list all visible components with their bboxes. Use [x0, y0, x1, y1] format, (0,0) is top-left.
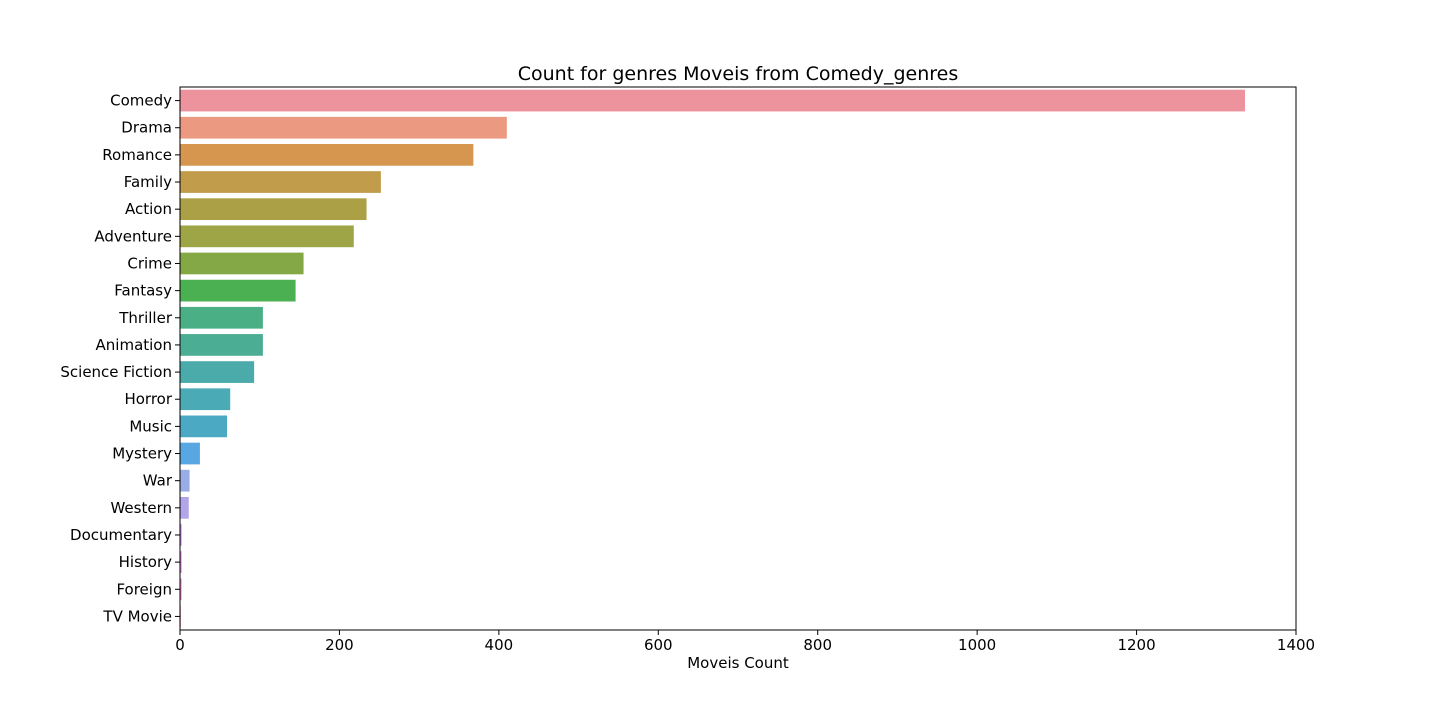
- bar-foreign: [180, 578, 182, 601]
- y-tick-label: Family: [124, 173, 172, 191]
- x-tick-label: 1200: [1117, 636, 1155, 654]
- y-tick-label: Drama: [121, 119, 172, 137]
- y-tick-label: Romance: [102, 146, 172, 164]
- bar-fantasy: [180, 279, 296, 302]
- y-tick-label: Animation: [96, 336, 172, 354]
- y-tick-label: Documentary: [70, 526, 172, 544]
- y-tick-label: Western: [110, 499, 172, 517]
- bar-history: [180, 551, 182, 573]
- bar-comedy: [180, 89, 1245, 112]
- y-tick-label: Horror: [124, 390, 172, 408]
- bar-documentary: [180, 524, 182, 546]
- y-tick-label: Action: [125, 200, 172, 218]
- x-tick-label: 600: [644, 636, 673, 654]
- bar-mystery: [180, 442, 200, 465]
- x-tick-label: 800: [803, 636, 832, 654]
- bar-animation: [180, 334, 263, 356]
- y-tick-label: War: [143, 472, 173, 490]
- bar-science-fiction: [180, 361, 255, 383]
- chart-title: Count for genres Moveis from Comedy_genr…: [518, 63, 959, 85]
- y-tick-label: Fantasy: [114, 282, 172, 300]
- plot-frame: [179, 86, 1297, 631]
- bar-romance: [180, 144, 474, 166]
- y-tick-label: History: [119, 553, 172, 571]
- bar-thriller: [180, 306, 263, 329]
- bar-music: [180, 415, 228, 438]
- bar-war: [180, 469, 190, 492]
- x-tick-label: 1000: [958, 636, 996, 654]
- bar-horror: [180, 388, 231, 411]
- y-tick-label: Music: [129, 417, 172, 435]
- bar-adventure: [180, 225, 354, 248]
- y-tick-label: Thriller: [118, 309, 173, 327]
- y-tick-label: Foreign: [116, 580, 172, 598]
- x-tick-label: 200: [325, 636, 354, 654]
- x-tick-label: 0: [175, 636, 185, 654]
- y-tick-label: TV Movie: [102, 607, 172, 625]
- bar-western: [180, 496, 189, 519]
- x-ticks: 0 200 400 600 800 1000 1200 1400: [175, 630, 1315, 654]
- x-tick-label: 400: [485, 636, 514, 654]
- y-tick-labels: Comedy Drama Romance Family Action Adventure C…: [60, 92, 180, 625]
- y-tick-label: Crime: [127, 254, 172, 272]
- bar-action: [180, 198, 367, 221]
- bar-family: [180, 171, 381, 193]
- x-tick-label: 1400: [1277, 636, 1315, 654]
- x-axis-title: Moveis Count: [687, 654, 789, 672]
- y-tick-label: Science Fiction: [60, 363, 172, 381]
- y-tick-label: Mystery: [112, 445, 172, 463]
- bars-group: [180, 89, 1245, 628]
- y-tick-label: Comedy: [110, 92, 172, 110]
- bar-drama: [180, 116, 507, 139]
- bar-crime: [180, 252, 304, 275]
- y-tick-label: Adventure: [94, 227, 172, 245]
